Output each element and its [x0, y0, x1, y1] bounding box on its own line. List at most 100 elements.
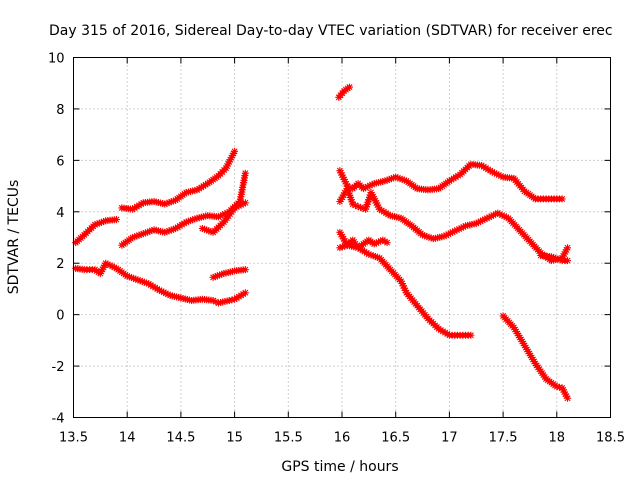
data-point	[421, 232, 429, 240]
data-point	[131, 204, 139, 212]
data-point	[370, 195, 378, 203]
data-point	[199, 182, 207, 190]
data-point	[559, 252, 567, 260]
data-point	[359, 204, 367, 212]
data-point	[95, 219, 103, 227]
data-point	[359, 185, 367, 193]
data-point	[134, 276, 142, 284]
data-point	[222, 164, 230, 172]
data-point	[237, 201, 245, 209]
data-point	[219, 211, 227, 219]
data-point	[515, 332, 523, 339]
data-point	[385, 175, 393, 183]
data-point	[394, 174, 402, 182]
data-point	[172, 225, 180, 232]
data-point	[489, 211, 497, 219]
data-point	[552, 254, 560, 262]
data-point	[163, 199, 171, 207]
data-point	[98, 265, 106, 273]
data-point	[474, 218, 482, 226]
data-point	[382, 209, 390, 217]
data-point	[365, 196, 373, 204]
data-point	[216, 271, 224, 279]
data-point	[423, 232, 431, 240]
y-axis: -4 -2 0 2 4 6 8 10	[48, 52, 611, 427]
data-point	[230, 149, 238, 157]
data-point	[379, 236, 387, 244]
data-point	[354, 244, 362, 252]
data-point	[398, 280, 406, 288]
x-axis-title: GPS time / hours	[281, 459, 398, 475]
data-point	[372, 239, 380, 247]
series-arc-11	[336, 241, 475, 339]
data-point	[239, 200, 247, 208]
y-tick-label: 8	[56, 103, 64, 118]
data-point	[165, 199, 173, 207]
data-point	[400, 176, 408, 184]
data-point	[100, 218, 108, 226]
data-point	[337, 169, 345, 177]
data-point	[376, 205, 384, 213]
data-point	[148, 227, 156, 235]
data-point	[371, 197, 379, 205]
data-point	[112, 216, 120, 223]
data-point	[446, 229, 454, 237]
series-arc-9	[336, 185, 572, 265]
data-point	[477, 217, 485, 225]
data-point	[483, 214, 491, 222]
data-point	[452, 173, 460, 181]
data-point	[167, 198, 175, 206]
data-point	[441, 329, 449, 337]
data-point	[419, 231, 427, 239]
data-point	[560, 250, 568, 258]
data-point	[484, 165, 492, 173]
data-point	[341, 242, 349, 250]
data-point	[97, 218, 105, 226]
data-point	[226, 156, 234, 164]
data-point	[478, 162, 486, 169]
data-point	[384, 210, 392, 218]
data-point	[513, 330, 521, 337]
data-point	[564, 257, 572, 265]
data-point	[106, 261, 114, 269]
data-point	[556, 256, 564, 264]
data-point	[218, 270, 226, 278]
data-point	[547, 253, 555, 261]
data-point	[500, 212, 508, 220]
data-point	[336, 198, 344, 205]
data-point	[158, 287, 166, 295]
data-point	[341, 189, 349, 197]
data-point	[517, 336, 525, 343]
data-point	[496, 210, 504, 218]
data-point	[371, 253, 379, 261]
data-point	[488, 168, 496, 176]
data-point	[178, 221, 186, 229]
x-tick-label: 18.5	[596, 431, 625, 446]
data-point	[227, 154, 235, 162]
data-point	[182, 218, 190, 226]
y-axis-title: SDTVAR / TECUs	[6, 180, 22, 295]
data-point	[487, 212, 495, 220]
chart-title: Day 315 of 2016, Sidereal Day-to-day VTE…	[49, 23, 613, 39]
data-point	[561, 248, 569, 256]
data-point	[485, 213, 493, 221]
data-point	[241, 266, 249, 274]
data-point	[380, 208, 388, 216]
x-tick-label: 14.5	[166, 431, 195, 446]
data-point	[211, 273, 219, 281]
data-points	[72, 83, 572, 402]
data-point	[365, 250, 373, 258]
series-arc-5	[198, 199, 249, 236]
data-point	[127, 274, 135, 282]
data-point	[191, 215, 199, 223]
data-point	[399, 282, 407, 290]
data-point	[340, 235, 348, 243]
data-point	[164, 290, 172, 298]
data-point	[184, 217, 192, 225]
data-point	[347, 196, 355, 204]
data-point	[373, 201, 381, 209]
data-point	[528, 354, 536, 361]
data-point	[340, 175, 348, 183]
data-point	[362, 205, 370, 213]
